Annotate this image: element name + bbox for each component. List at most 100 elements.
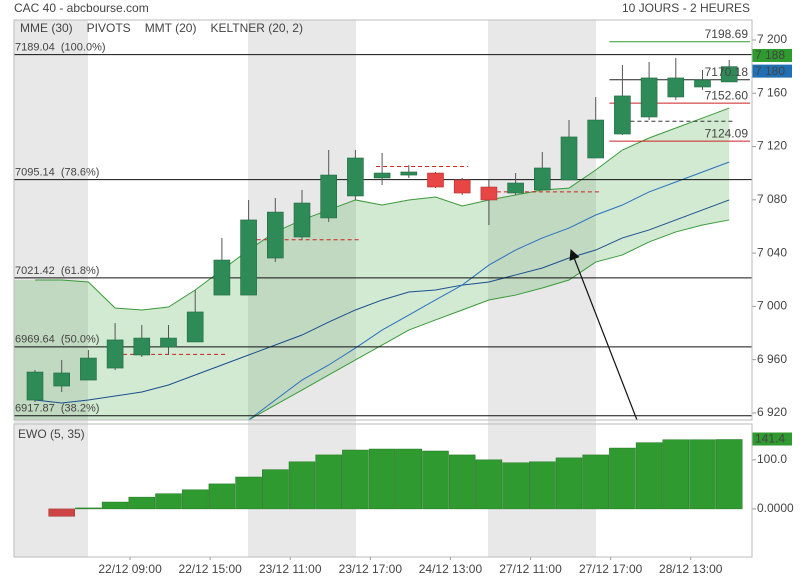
y-tick-label: 6 920 (757, 405, 787, 419)
y-tick-label: 7 040 (757, 245, 787, 259)
ewo-bar (555, 457, 583, 510)
ewo-bar (235, 476, 262, 510)
price-marker-label: 7 188 (755, 48, 785, 62)
candle-body (293, 202, 311, 238)
candle-body (480, 186, 498, 201)
pivot-label: 7124.09 (705, 126, 749, 140)
ewo-tick-label: 100.0 (757, 452, 787, 466)
candle-body (614, 95, 631, 135)
candle-body (80, 357, 97, 381)
x-tick-label: 23/12 11:00 (259, 562, 322, 576)
ewo-last-label: 141.4 (755, 432, 785, 446)
fib-label: 6917.87 (38.2%) (15, 403, 99, 415)
ewo-bar (155, 493, 182, 510)
y-tick-label: 7 200 (757, 32, 787, 46)
ewo-bar (635, 442, 663, 510)
ewo-bar (48, 508, 75, 517)
candle-body (373, 172, 391, 179)
fib-label: 7189.04 (100.0%) (15, 41, 106, 53)
x-tick-label: 24/12 13:00 (419, 562, 483, 576)
candle-body (587, 119, 605, 159)
ewo-bar (75, 507, 102, 510)
ewo-bar (395, 448, 423, 510)
keltner-upper (35, 107, 730, 311)
candle-body (720, 66, 738, 83)
pivot-label: 7170.18 (705, 65, 749, 79)
price-marker-label: 7 180 (755, 64, 785, 78)
candle-body (453, 179, 471, 194)
candle-body (507, 182, 524, 194)
x-tick-label: 22/12 09:00 (98, 562, 162, 576)
legend-entry: KELTNER (20, 2) (210, 21, 302, 35)
candle-body (240, 219, 257, 296)
ewo-bar (662, 439, 690, 510)
chart-title: CAC 40 - abcbourse.com (14, 1, 149, 15)
x-tick-label: 27/12 11:00 (499, 562, 562, 576)
x-tick-label: 28/12 13:00 (659, 562, 723, 576)
ewo-bar (715, 439, 743, 510)
candle-body (106, 339, 124, 369)
pivot-label: 7152.60 (705, 88, 749, 102)
candle-body (186, 311, 204, 343)
legend-entry: MME (30) (20, 21, 73, 35)
candle-body (694, 79, 711, 88)
legend-entry: MMT (20) (145, 21, 197, 35)
price-marker-box (752, 64, 792, 78)
candle-body (160, 337, 177, 348)
fib-label: 7021.42 (61.8%) (15, 265, 99, 277)
ewo-bar (448, 454, 476, 510)
price-panel (14, 41, 752, 420)
ewo-bar (288, 461, 316, 510)
ewo-bar (529, 461, 556, 510)
ewo-tick-label: 0.0000 (757, 501, 794, 515)
ewo-bar (689, 439, 716, 510)
candle-body (26, 371, 44, 401)
candle-body (667, 77, 685, 98)
y-tick-label: 7 000 (757, 299, 787, 313)
y-tick-label: 7 080 (757, 192, 787, 206)
candle-body (400, 171, 418, 176)
ewo-frame (13, 423, 753, 558)
ewo-bar (181, 489, 209, 510)
candle-body (533, 167, 551, 191)
ewo-bar (422, 450, 449, 510)
fib-label: 7095.14 (78.6%) (15, 167, 99, 179)
pivot-label: 7198.69 (705, 27, 749, 41)
ewo-bar (368, 448, 396, 510)
candle-body (560, 136, 578, 181)
price-marker-box (752, 48, 792, 62)
moving-average (248, 161, 730, 420)
y-tick-label: 6 960 (757, 352, 787, 366)
keltner-lower (248, 219, 730, 420)
candle-body (640, 77, 658, 118)
moving-average (34, 199, 730, 404)
candle-body (347, 157, 364, 197)
annotation-arrow (569, 248, 638, 421)
x-tick-label: 22/12 15:00 (178, 562, 242, 576)
ewo-bar (101, 501, 129, 510)
ewo-bar (502, 462, 529, 510)
candle-body (266, 211, 284, 259)
ewo-title: EWO (5, 35) (18, 427, 85, 441)
x-tick-label: 27/12 17:00 (579, 562, 643, 576)
candle-body (213, 259, 231, 296)
ewo-bar (582, 454, 609, 510)
ewo-bar (609, 447, 636, 510)
price-frame (13, 19, 753, 421)
ewo-bar (128, 496, 156, 510)
y-tick-label: 7 120 (757, 139, 787, 153)
candle-body (133, 337, 151, 356)
candle-body (53, 372, 71, 387)
chart-subtitle: 10 JOURS - 2 HEURES (622, 1, 750, 15)
ewo-bar (342, 449, 369, 510)
overlay: MME (30) PIVOTS MMT (20) KELTNER (20, 2) 7 2… (15, 21, 794, 576)
x-tick-label: 23/12 17:00 (339, 562, 403, 576)
y-tick-label: 7 160 (757, 85, 787, 99)
ewo-bar (262, 469, 289, 510)
candle-body (320, 174, 338, 219)
background (14, 20, 596, 557)
legend-entry: PIVOTS (87, 21, 131, 35)
fib-label: 6969.64 (50.0%) (15, 334, 99, 346)
ewo-bar (475, 459, 503, 510)
